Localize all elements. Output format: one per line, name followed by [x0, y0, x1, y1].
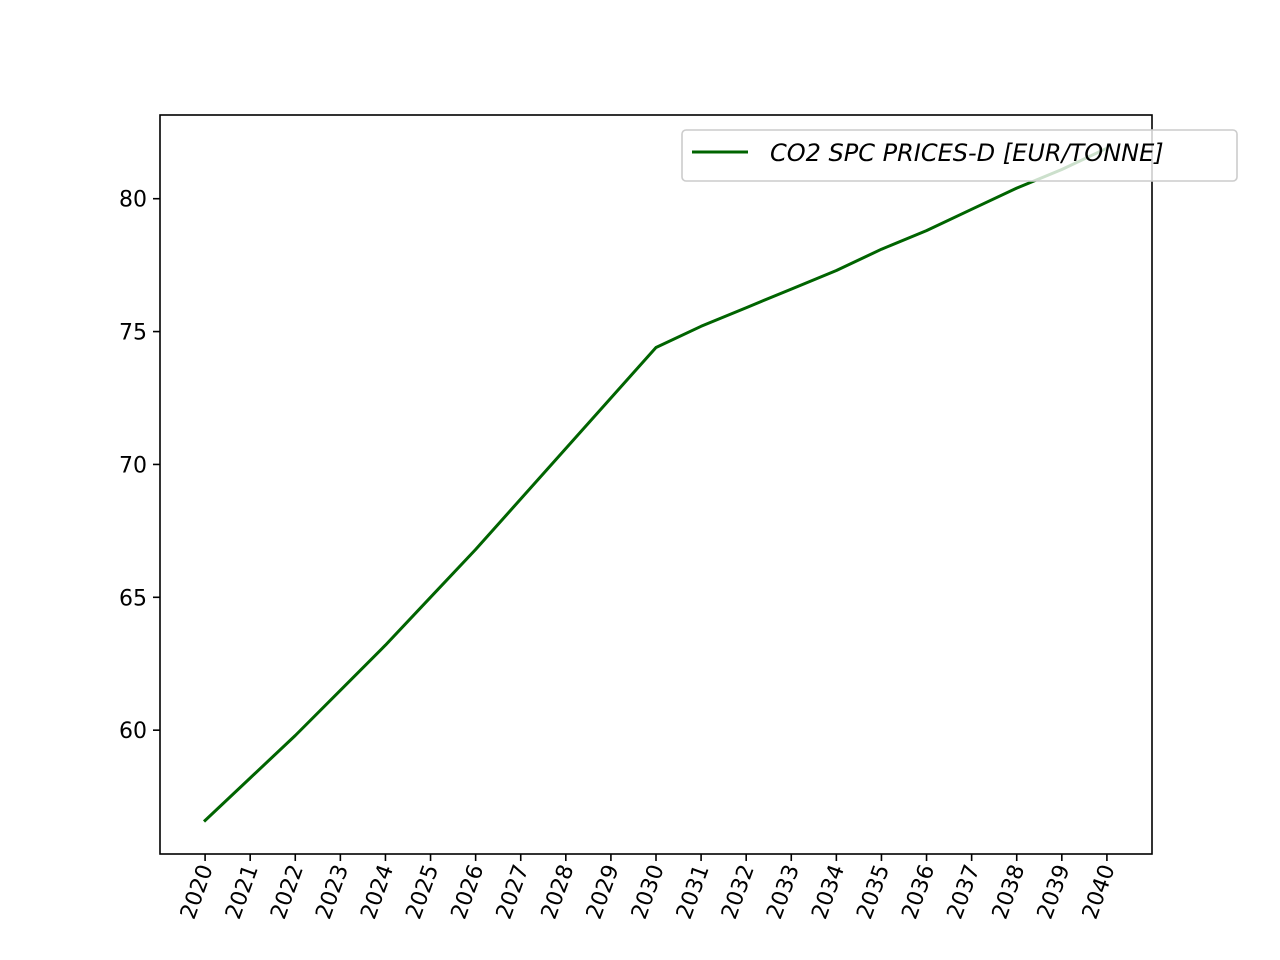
x-tick-label: 2025 — [402, 862, 445, 923]
series-line — [202, 146, 1109, 823]
y-tick-label: 75 — [119, 321, 147, 346]
plot-frame — [159, 114, 1153, 855]
y-tick-label: 65 — [119, 586, 147, 611]
x-tick-label: 2033 — [762, 862, 805, 923]
x-tick-label: 2040 — [1078, 862, 1121, 923]
legend-label: CO2 SPC PRICES-D [EUR/TONNE] — [770, 139, 1164, 167]
legend-box — [681, 129, 1238, 182]
x-tick-label: 2022 — [266, 862, 309, 923]
y-axis-ticks: 60 65 70 75 80 — [119, 188, 160, 744]
x-tick-label: 2038 — [988, 862, 1031, 923]
x-tick-label: 2028 — [537, 862, 580, 923]
x-tick-label: 2023 — [311, 862, 354, 923]
x-tick-label: 2021 — [221, 862, 264, 923]
x-tick-label: 2034 — [807, 862, 850, 923]
x-tick-label: 2026 — [447, 862, 490, 923]
series-group — [202, 146, 1109, 823]
x-tick-label: 2029 — [582, 862, 625, 923]
x-tick-label: 2030 — [627, 862, 670, 923]
x-tick-label: 2037 — [943, 862, 986, 923]
x-tick-label: 2039 — [1033, 862, 1076, 923]
x-axis-ticks: 2020 2021 2022 2023 2024 2025 2026 2027 2028 2029… — [176, 854, 1121, 923]
x-tick-label: 2027 — [492, 862, 535, 923]
x-tick-label: 2024 — [356, 862, 399, 923]
plot-area — [160, 115, 1152, 854]
x-tick-label: 2031 — [672, 862, 715, 923]
x-tick-label: 2036 — [898, 862, 941, 923]
x-tick-label: 2020 — [176, 862, 219, 923]
y-tick-label: 80 — [119, 188, 147, 213]
legend: CO2 SPC PRICES-D [EUR/TONNE] — [681, 129, 1238, 182]
y-tick-label: 60 — [119, 719, 147, 744]
x-tick-label: 2035 — [852, 862, 895, 923]
y-tick-label: 70 — [119, 453, 147, 478]
x-tick-label: 2032 — [717, 862, 760, 923]
